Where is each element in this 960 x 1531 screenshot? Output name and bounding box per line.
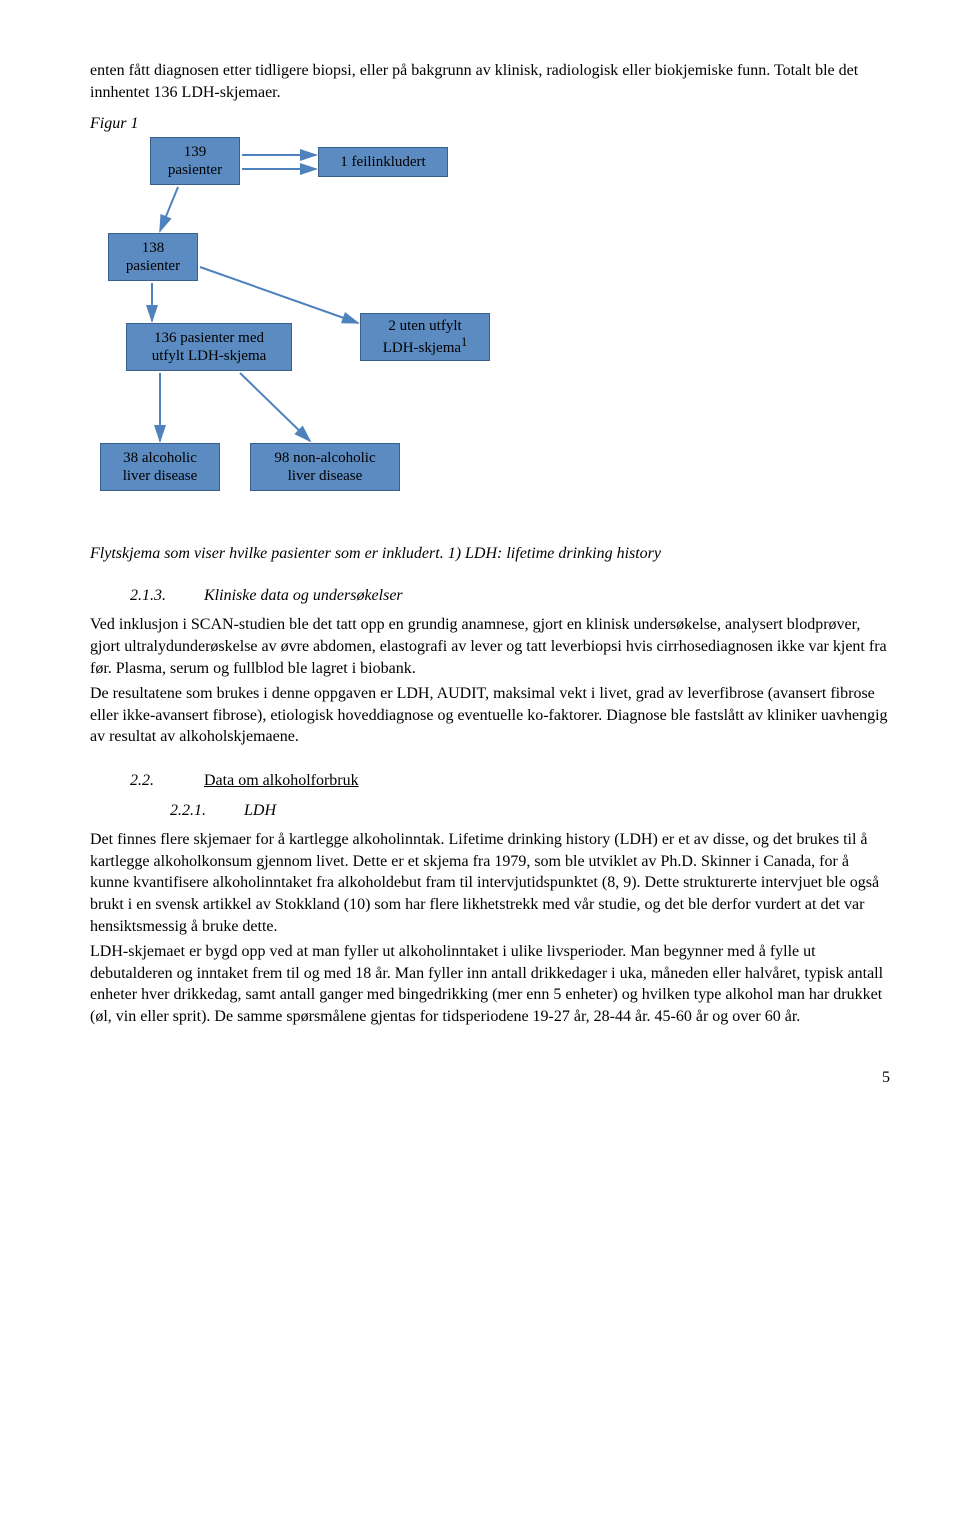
section-221-p1: Det finnes flere skjemaer for å kartlegg… <box>90 829 890 937</box>
box-138-pasienter: 138 pasienter <box>108 233 198 281</box>
box7-line2: liver disease <box>288 468 363 484</box>
box2-text: 1 feilinkludert <box>340 153 425 171</box>
section-22-num: 2.2. <box>130 770 200 792</box>
box6-line2: liver disease <box>123 468 198 484</box>
figure-caption: Flytskjema som viser hvilke pasienter so… <box>90 543 890 565</box>
section-213-heading: 2.1.3. Kliniske data og undersøkelser <box>130 585 890 607</box>
section-221-title: LDH <box>244 802 276 819</box>
section-213-num: 2.1.3. <box>130 585 200 607</box>
box-139-pasienter: 139 pasienter <box>150 137 240 185</box>
box1-line1: 139 <box>184 144 207 160</box>
box-feilinkludert: 1 feilinkludert <box>318 147 448 177</box>
box5-line2: LDH-skjema <box>383 340 461 356</box>
box4-line2: utfylt LDH-skjema <box>152 348 267 364</box>
box3-line2: pasienter <box>126 258 180 274</box>
section-221-num: 2.2.1. <box>170 800 240 822</box>
section-22-heading: 2.2. Data om alkoholforbruk <box>130 770 890 792</box>
box3-line1: 138 <box>142 240 165 256</box>
section-22-title: Data om alkoholforbruk <box>204 772 359 789</box>
box-non-alcoholic: 98 non-alcoholic liver disease <box>250 443 400 491</box>
box-alcoholic: 38 alcoholic liver disease <box>100 443 220 491</box>
figure-label: Figur 1 <box>90 113 138 135</box>
section-213-p2: De resultatene som brukes i denne oppgav… <box>90 683 890 748</box>
section-221-heading: 2.2.1. LDH <box>170 800 890 822</box>
box5-line1: 2 uten utfylt <box>388 318 461 334</box>
box5-sup: 1 <box>461 335 467 349</box>
section-213-title: Kliniske data og undersøkelser <box>204 587 403 604</box>
page-number: 5 <box>90 1067 890 1089</box>
box6-line1: 38 alcoholic <box>123 450 197 466</box>
box4-line1: 136 pasienter med <box>154 330 264 346</box>
box1-line2: pasienter <box>168 162 222 178</box>
box7-line1: 98 non-alcoholic <box>274 450 375 466</box>
flow-diagram: Figur 1 139 pasienter 1 feilinkludert 13… <box>90 113 690 533</box>
section-213-p1: Ved inklusjon i SCAN-studien ble det tat… <box>90 614 890 679</box>
intro-paragraph: enten fått diagnosen etter tidligere bio… <box>90 60 890 103</box>
box-136-pasienter: 136 pasienter med utfylt LDH-skjema <box>126 323 292 371</box>
box-2-uten-utfylt: 2 uten utfylt LDH-skjema1 <box>360 313 490 361</box>
section-221-p2: LDH-skjemaet er bygd opp ved at man fyll… <box>90 941 890 1027</box>
